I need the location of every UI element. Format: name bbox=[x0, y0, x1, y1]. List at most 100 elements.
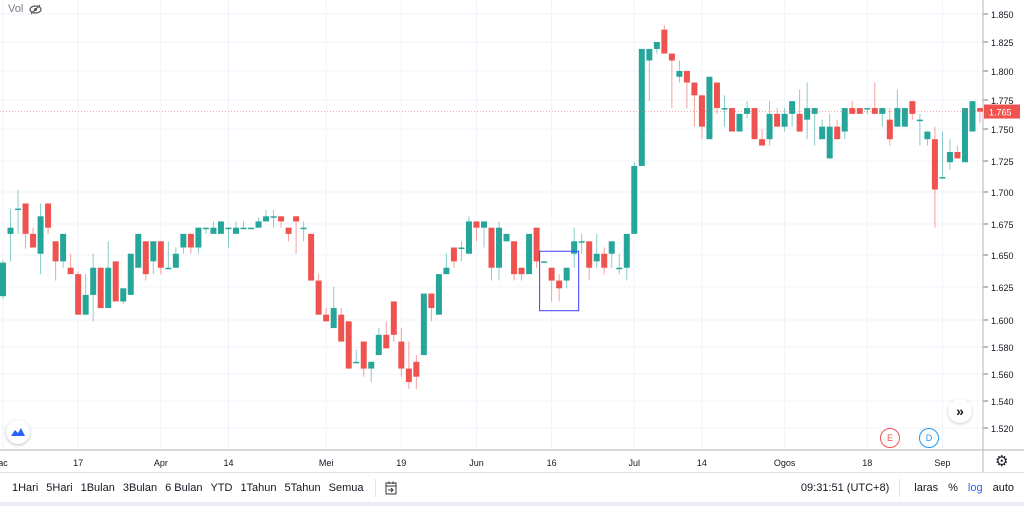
candle-body bbox=[886, 119, 893, 140]
candle-body bbox=[135, 233, 142, 268]
x-tick-label: Mei bbox=[319, 458, 334, 468]
candle bbox=[631, 162, 638, 234]
candle bbox=[435, 274, 442, 315]
candle-body bbox=[691, 82, 698, 96]
candle-body bbox=[894, 108, 901, 127]
last-price-badge bbox=[984, 104, 1020, 119]
candle-body bbox=[744, 108, 751, 114]
range-button-5tahun[interactable]: 5Tahun bbox=[284, 482, 321, 494]
y-tick-label: 1.775 bbox=[991, 96, 1014, 106]
candle bbox=[195, 227, 202, 254]
candle-body bbox=[668, 53, 675, 61]
candle bbox=[954, 145, 961, 159]
candle-body bbox=[526, 233, 533, 275]
candle-body bbox=[112, 261, 119, 302]
candle-body bbox=[217, 221, 224, 234]
range-button-6-bulan[interactable]: 6 Bulan bbox=[165, 482, 203, 494]
candle-body bbox=[511, 241, 518, 275]
candle bbox=[706, 76, 713, 140]
candle-body bbox=[308, 233, 315, 281]
candle-body bbox=[0, 262, 6, 297]
candle bbox=[225, 227, 232, 248]
scroll-to-realtime-button[interactable]: » bbox=[948, 399, 972, 423]
candle-body bbox=[871, 108, 878, 114]
candle bbox=[30, 227, 37, 248]
candle bbox=[127, 253, 134, 295]
candle-body bbox=[661, 29, 668, 54]
candle bbox=[383, 321, 390, 349]
candle bbox=[37, 203, 44, 275]
candle bbox=[450, 247, 457, 268]
candle bbox=[744, 101, 751, 119]
x-tick-label: 19 bbox=[396, 458, 406, 468]
candle bbox=[248, 227, 255, 230]
candle-body bbox=[728, 108, 735, 132]
range-button-1bulan[interactable]: 1Bulan bbox=[80, 482, 115, 494]
gear-icon[interactable]: ⚙ bbox=[995, 453, 1009, 470]
candle bbox=[496, 221, 503, 281]
candle-body bbox=[67, 267, 74, 275]
dividend-marker[interactable]: D bbox=[919, 428, 939, 448]
candle-body bbox=[187, 233, 194, 248]
candle bbox=[541, 261, 548, 263]
candle bbox=[420, 293, 427, 356]
candle bbox=[300, 221, 307, 242]
x-tick-label: 14 bbox=[223, 458, 233, 468]
candle bbox=[713, 82, 720, 114]
candle bbox=[187, 233, 194, 254]
candle bbox=[255, 217, 262, 228]
candle-body bbox=[420, 293, 427, 356]
candle-body bbox=[7, 227, 14, 234]
candle-body bbox=[931, 139, 938, 190]
candle bbox=[661, 25, 668, 54]
candle bbox=[0, 260, 6, 299]
eye-slash-icon[interactable] bbox=[29, 4, 42, 15]
candle-body bbox=[435, 274, 442, 315]
tradingview-logo-button[interactable] bbox=[6, 420, 30, 444]
range-button-1hari[interactable]: 1Hari bbox=[12, 482, 39, 494]
candle bbox=[721, 95, 728, 127]
candle bbox=[841, 108, 848, 140]
candle bbox=[924, 131, 931, 146]
candle-body bbox=[338, 314, 345, 342]
range-button-5hari[interactable]: 5Hari bbox=[46, 482, 73, 494]
candle bbox=[473, 221, 480, 242]
go-to-date-icon[interactable] bbox=[384, 481, 398, 495]
earnings-marker[interactable]: E bbox=[880, 428, 900, 448]
candle-body bbox=[586, 241, 593, 268]
candle-body bbox=[300, 227, 307, 230]
candle-body bbox=[157, 241, 164, 268]
candle-body bbox=[518, 267, 525, 275]
candle bbox=[586, 241, 593, 281]
candle-body bbox=[819, 126, 826, 140]
candle-body bbox=[90, 267, 97, 295]
candle-body bbox=[353, 361, 360, 364]
candle bbox=[263, 209, 270, 222]
percent-scale-button[interactable]: % bbox=[948, 482, 958, 494]
range-button-ytd[interactable]: YTD bbox=[210, 482, 233, 494]
candle-body bbox=[676, 71, 683, 77]
candle bbox=[638, 48, 645, 166]
candle bbox=[533, 227, 540, 268]
adjust-button[interactable]: laras bbox=[914, 482, 939, 494]
candle bbox=[165, 241, 172, 270]
range-button-3bulan[interactable]: 3Bulan bbox=[122, 482, 158, 494]
candle-body bbox=[278, 216, 285, 222]
y-tick-label: 1.580 bbox=[991, 343, 1014, 353]
candle-body bbox=[195, 227, 202, 248]
log-scale-button[interactable]: log bbox=[967, 482, 983, 494]
range-button-1tahun[interactable]: 1Tahun bbox=[240, 482, 277, 494]
candle bbox=[548, 267, 555, 302]
candle-body bbox=[293, 216, 300, 222]
range-button-semua[interactable]: Semua bbox=[328, 482, 364, 494]
candle bbox=[97, 267, 104, 309]
clock[interactable]: 09:31:51 (UTC+8) bbox=[800, 482, 890, 494]
candle-body bbox=[977, 108, 983, 112]
candle-body bbox=[751, 108, 758, 140]
auto-scale-button[interactable]: auto bbox=[992, 482, 1014, 494]
candle bbox=[285, 227, 292, 242]
candle bbox=[856, 108, 863, 114]
x-tick-label: Jul bbox=[629, 458, 641, 468]
candlestick-chart[interactable]: 1.850 1.825 1.800 1.775 1.750 1.725 1.700 1.675… bbox=[0, 0, 1024, 472]
x-tick-label: 18 bbox=[862, 458, 872, 468]
